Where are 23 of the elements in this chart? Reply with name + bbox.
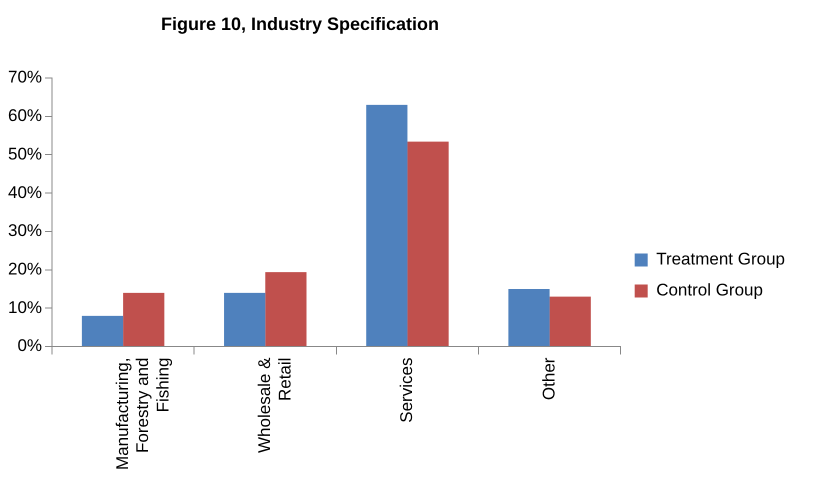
bar <box>366 104 408 346</box>
bar <box>550 296 591 346</box>
x-tick-label: Manufacturing, Forestry and Fishing <box>112 358 173 470</box>
y-tick-label: 20% <box>8 260 42 279</box>
bar <box>508 289 550 346</box>
bar <box>265 272 306 346</box>
y-tick-label: 40% <box>8 182 42 202</box>
bar <box>123 292 164 346</box>
y-tick-label: 60% <box>8 106 42 126</box>
bar <box>82 316 124 346</box>
x-tick-label: Other <box>539 357 558 400</box>
legend-label: Treatment Group <box>656 250 785 269</box>
y-tick-label: 10% <box>8 298 42 317</box>
y-tick-label: 0% <box>17 336 42 356</box>
bar <box>224 292 266 346</box>
bar <box>407 142 449 346</box>
y-tick-label: 30% <box>8 221 42 240</box>
x-tick-label: Wholesale & Retail <box>254 356 294 453</box>
y-tick-label: 70% <box>8 68 42 87</box>
y-tick-label: 50% <box>8 144 42 164</box>
chart-title: Figure 10, Industry Specification <box>160 14 440 35</box>
legend-label: Control Group <box>656 280 763 300</box>
x-tick-label: Services <box>397 358 416 423</box>
